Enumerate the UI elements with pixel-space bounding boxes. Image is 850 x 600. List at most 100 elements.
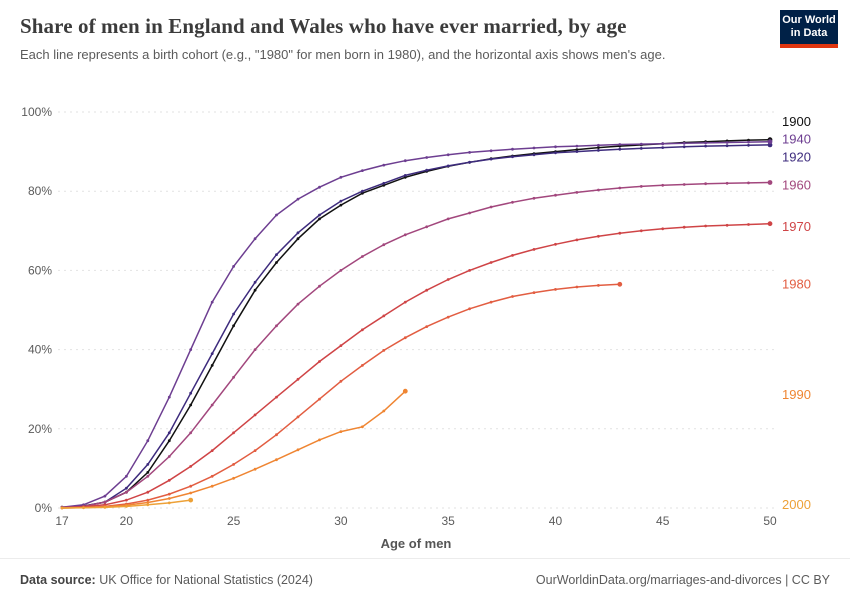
x-tick-label: 45 (656, 514, 670, 528)
data-point (446, 153, 450, 157)
data-point (704, 144, 707, 148)
data-point (618, 147, 622, 151)
owid-logo-line1: Our World (782, 13, 836, 26)
data-point (747, 138, 750, 142)
data-point (382, 181, 386, 185)
data-point (511, 254, 514, 257)
data-point (639, 142, 643, 146)
data-point (339, 269, 343, 272)
data-point (125, 490, 128, 494)
data-point (532, 248, 536, 251)
data-source-text: UK Office for National Statistics (2024) (95, 572, 313, 587)
cohort-line-1920[interactable] (61, 144, 771, 509)
data-point (575, 285, 579, 289)
data-point (747, 140, 750, 144)
data-point (232, 431, 236, 435)
y-tick-label: 0% (35, 501, 53, 515)
data-point (468, 211, 471, 215)
data-point (339, 344, 343, 347)
data-point (232, 463, 236, 466)
data-point (361, 328, 364, 332)
data-point (575, 238, 579, 242)
data-point (747, 181, 750, 185)
data-point (511, 200, 514, 204)
series-label-1920: 1920 (782, 150, 811, 165)
x-tick-label: 17 (55, 514, 69, 528)
data-point (511, 147, 514, 151)
cohort-line-1990[interactable] (61, 390, 406, 509)
data-point (318, 284, 321, 288)
data-point (167, 431, 171, 435)
owid-logo-line2: in Data (790, 27, 828, 39)
data-point (403, 300, 407, 304)
data-point (618, 143, 622, 146)
series-label-1960: 1960 (782, 177, 811, 192)
data-point (318, 397, 321, 401)
cohort-line-1960[interactable] (61, 181, 771, 509)
data-point (361, 425, 364, 429)
data-point (425, 288, 429, 292)
data-point (403, 233, 407, 237)
data-point (296, 448, 300, 452)
data-point (747, 143, 750, 147)
data-point (468, 307, 471, 311)
data-point (489, 205, 493, 209)
owid-logo[interactable]: Our World in Data (780, 10, 838, 48)
data-point (361, 364, 364, 367)
data-point (275, 253, 278, 256)
cohort-line-1970[interactable] (61, 222, 771, 509)
series-label-1940: 1940 (782, 132, 811, 147)
data-point (210, 300, 214, 304)
data-point (532, 153, 536, 157)
data-point (167, 492, 171, 496)
data-point (339, 379, 343, 383)
data-source-label: Data source: (20, 572, 96, 587)
data-point (103, 506, 107, 509)
data-point (189, 491, 193, 495)
data-point (232, 265, 236, 268)
data-point (339, 203, 343, 207)
data-point (382, 409, 386, 413)
data-point (682, 225, 686, 229)
data-point (554, 151, 557, 155)
data-point (597, 146, 600, 149)
y-tick-label: 20% (28, 422, 52, 436)
data-point (146, 474, 150, 478)
data-point (554, 145, 557, 149)
data-point (146, 471, 150, 474)
series-label-1980: 1980 (782, 276, 811, 291)
cohort-line-1940[interactable] (61, 140, 771, 508)
data-point (489, 300, 493, 304)
data-point (232, 476, 236, 480)
credit-link[interactable]: OurWorldinData.org/marriages-and-divorce… (535, 572, 830, 587)
chart-footer: Data source: UK Office for National Stat… (0, 558, 850, 600)
data-point (425, 168, 429, 172)
y-tick-label: 60% (28, 263, 52, 277)
series-end-dot (767, 221, 773, 227)
series-end-dot (767, 180, 773, 185)
data-point (210, 403, 214, 407)
data-point (468, 269, 471, 272)
x-axis-title: Age of men (381, 536, 452, 551)
cohort-line-1900[interactable] (61, 138, 771, 508)
data-point (532, 196, 536, 200)
data-point (296, 377, 300, 381)
data-point (125, 505, 128, 508)
data-point (210, 474, 214, 478)
x-tick-label: 20 (120, 514, 134, 528)
data-point (210, 484, 214, 488)
data-point (725, 144, 729, 148)
data-point (125, 498, 128, 502)
data-point (232, 375, 236, 379)
data-point (597, 143, 600, 147)
series-label-2000: 2000 (782, 497, 811, 512)
data-point (210, 449, 214, 452)
data-point (146, 439, 150, 443)
data-point (275, 261, 278, 264)
data-point (618, 186, 622, 190)
line-chart[interactable]: 0% 20% 40% 60% 80% 100% 17 20 25 30 35 40 45 50 1900 19… (0, 98, 850, 558)
data-point (296, 302, 300, 306)
data-point (253, 449, 257, 452)
data-point (189, 391, 193, 395)
x-tick-label: 40 (549, 514, 563, 528)
